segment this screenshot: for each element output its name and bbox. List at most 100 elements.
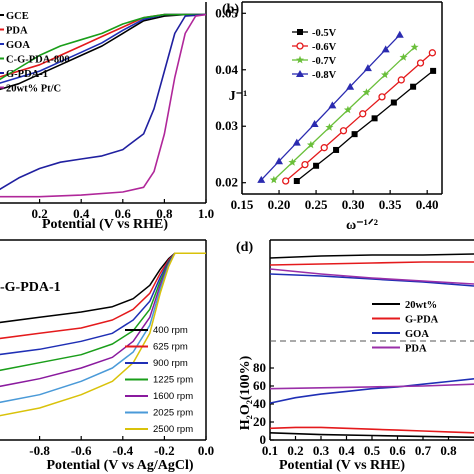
panel-d-series-goa [269, 378, 474, 404]
panel-b-marker [359, 110, 367, 118]
panel-b-marker [343, 105, 352, 114]
panel-b-legend-marker [296, 55, 304, 64]
panel-d-xtick-label: 0.5 [364, 443, 381, 458]
panel-b-marker [320, 144, 328, 152]
panel-b-legend-label: -0.6V [312, 42, 337, 53]
panel-c-legend-label: 625 rpm [153, 342, 188, 353]
panel-b-marker [351, 131, 358, 138]
panel-d-xtick-label: 0.3 [313, 443, 330, 458]
panel-d-series-20wt- [269, 432, 474, 439]
panel-b-marker [306, 140, 315, 149]
panel-b-ytick-label: 0.02 [215, 175, 238, 190]
panel-a-xlabel: Potential (V vs RHE) [42, 217, 168, 232]
panel-d-legend-label: GOA [405, 329, 429, 340]
panel-c-series-900-rpm [0, 252, 206, 356]
panel-d-xtick-label: 0.1 [262, 443, 278, 458]
panel-c-xtick-label: -0.6 [71, 443, 92, 458]
panel-b-xtick-label: 0.20 [268, 197, 291, 212]
panel-b-series--0-7v [273, 46, 416, 181]
panel-b-marker [282, 177, 290, 185]
panel-a-legend-label: PDA [6, 26, 28, 37]
panel-c-legend-label: 1600 rpm [153, 391, 193, 402]
panel-b-ytick-label: 0.05 [215, 5, 238, 20]
panel-b-marker [325, 123, 334, 131]
panel-b-xtick-label: 0.25 [305, 197, 328, 212]
panel-b-marker [292, 138, 301, 146]
panel-d-legend-label: PDA [405, 344, 427, 355]
panel-a-xtick-label: 0.6 [115, 206, 132, 221]
panel-a-xtick-label: 0.8 [156, 206, 173, 221]
panel-a-xtick-label: 1.0 [198, 206, 214, 221]
panel-b-legend-label: -0.7V [312, 56, 337, 67]
panel-c-xtick-label: -0.4 [113, 443, 134, 458]
panel-b-marker [333, 146, 340, 153]
panel-b-marker [275, 157, 284, 165]
panel-b-marker [428, 49, 437, 57]
panel-b-xtick-label: 0.30 [342, 197, 365, 212]
panel-c-legend-label: 400 rpm [153, 325, 188, 336]
panel-b-xtick-label: 0.40 [416, 197, 439, 212]
panel-b-marker [399, 53, 408, 61]
panel-a-series-20wt-pt-c [0, 13, 207, 198]
panel-d-upper-series [269, 253, 474, 259]
panel-c-legend-label: 2500 rpm [153, 424, 193, 435]
panel-b-marker [293, 178, 300, 185]
panel-b-marker [416, 59, 425, 67]
panel-d-series-g-pda [269, 426, 474, 434]
panel-b-ylabel: J⁻¹ [229, 89, 248, 104]
panel-b-marker [378, 93, 386, 101]
panel-b-xtick-label: 0.35 [379, 197, 402, 212]
panel-c-series-2500-rpm [0, 252, 206, 417]
panel-b-marker [381, 70, 389, 79]
panel-b-legend-marker [296, 70, 304, 77]
panel-b-marker [301, 160, 309, 169]
panel-c-title: -G-PDA-1 [0, 280, 61, 295]
panel-c-xlabel: Potential (V vs Ag/AgCl) [46, 458, 193, 473]
panel-c-legend-label: 2025 rpm [153, 408, 193, 419]
panel-d-xtick-label: 0.2 [287, 443, 303, 458]
panel-b-marker [310, 119, 319, 127]
panel-b-ytick-label: 0.03 [215, 118, 238, 133]
panel-b-ytick-label: 0.04 [215, 62, 238, 77]
panel-b-legend-label: -0.8V [312, 70, 337, 81]
panel-d-xtick-label: 0.4 [338, 443, 355, 458]
panel-a-legend-label: GCE [6, 11, 29, 22]
panel-d-ytick-label: 40 [253, 396, 266, 411]
panel-b-marker [339, 127, 348, 135]
panel-c-legend-label: 1225 rpm [153, 375, 193, 386]
panel-d-ytick-label: 80 [253, 360, 266, 375]
panel-b-marker [328, 101, 337, 109]
panel-b-marker [362, 88, 371, 96]
panel-b-marker [390, 99, 397, 106]
panel-b-marker [363, 64, 372, 72]
panel-d-xtick-label: 0.8 [440, 443, 457, 458]
panel-b-xlabel: ω⁻¹ᐟ² [346, 218, 378, 233]
panel-d-legend-label: 20wt% [405, 300, 437, 311]
panel-a-series-gce [0, 13, 206, 91]
panel-d-upper-series [269, 273, 474, 287]
panel-a-legend-label: 20wt% Pt/C [6, 84, 61, 95]
panel-b-marker [395, 30, 404, 38]
panel-b-legend-label: -0.5V [312, 28, 337, 39]
panel-a-series-g-pda-1 [0, 13, 207, 191]
panel-d-legend-label: G-PDA [405, 315, 439, 326]
panel-b-marker [269, 175, 278, 184]
panel-b-marker [410, 43, 419, 51]
panel-c-xtick-label: -0.8 [29, 443, 50, 458]
panel-b-marker [288, 158, 297, 166]
panel-c-series-1225-rpm [0, 252, 206, 372]
panel-b-legend-marker [297, 29, 303, 35]
panel-a-legend-label: GOA [6, 40, 30, 51]
panel-b-legend-marker [296, 42, 304, 50]
panel-b-marker [257, 175, 266, 183]
panel-d-letter: (d) [236, 240, 253, 255]
panel-a-legend-label: G-PDA-1 [6, 69, 48, 80]
panel-d-ytick-label: 20 [253, 414, 266, 429]
panel-d-ylabel: H₂O₂(100%) [238, 355, 253, 430]
panel-d-xtick-label: 0.7 [415, 443, 432, 458]
panel-a-xtick-label: 0.2 [31, 206, 47, 221]
panel-d-upper-series [269, 268, 474, 285]
panel-c-xtick-label: 0.0 [198, 443, 214, 458]
panel-d-xlabel: Potential (V vs RHE) [279, 458, 405, 473]
